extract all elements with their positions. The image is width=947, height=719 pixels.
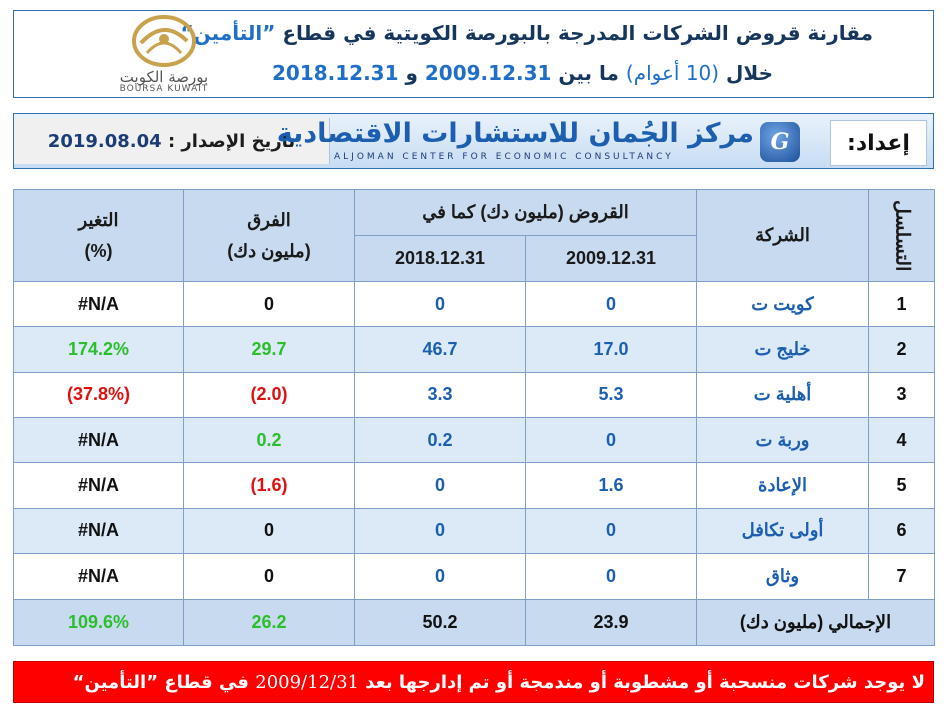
value-2018-cell: 46.7: [354, 326, 526, 373]
table-row: #N/A (1.6) 0 1.6 الإعادة 5: [13, 462, 935, 509]
change-header: التغير (%): [13, 189, 184, 282]
value-2009-cell: 1.6: [525, 462, 697, 509]
diff-cell: 29.7: [183, 326, 355, 373]
table-row: #N/A 0 0 0 كويت ت 1: [13, 280, 935, 328]
serial-cell: 1: [868, 280, 935, 328]
company-cell: وثاق: [696, 553, 869, 600]
serial-cell: 2: [868, 326, 935, 373]
report-period: خلال (10 أعوام) ما بين 2009.12.31 و 2018…: [272, 61, 773, 85]
aljoman-logo-icon: G: [760, 122, 800, 162]
notice-text-before: لا يوجد شركات منسحبة أو مشطوبة أو مندمجة…: [365, 671, 925, 693]
aljoman-brand: مركز الجُمان للاستشارات الاقتصادية ALJOM…: [277, 118, 754, 164]
company-cell: أولى تكافل: [696, 507, 869, 555]
value-2018-cell: 3.3: [354, 371, 526, 419]
center-name-arabic: مركز الجُمان للاستشارات الاقتصادية: [276, 118, 754, 149]
value-2018-cell: 0: [354, 280, 526, 328]
table-row: #N/A 0 0 0 وثاق 7: [13, 553, 935, 600]
change-header-unit: (%): [84, 240, 113, 261]
table-row: (37.8%) (2.0) 3.3 5.3 أهلية ت 3: [13, 371, 935, 419]
diff-header-label: الفرق: [247, 209, 291, 230]
total-2018-cell: 50.2: [354, 598, 526, 647]
title-sector: ”التأمين“: [180, 21, 276, 45]
change-cell: #N/A: [13, 417, 184, 464]
value-2009-cell: 17.0: [525, 326, 697, 373]
report-header: مقارنة قروض الشركات المدرجة بالبورصة الك…: [13, 10, 934, 98]
company-cell: وربة ت: [696, 417, 869, 464]
serial-header: التسلسل: [868, 189, 935, 282]
date-2009-header: 2009.12.31: [525, 235, 697, 282]
change-cell: #N/A: [13, 280, 184, 328]
value-2009-cell: 5.3: [525, 371, 697, 419]
boursa-emblem-icon: [132, 15, 196, 67]
total-change-cell: 109.6%: [13, 598, 184, 647]
table-row: #N/A 0.2 0.2 0 وربة ت 4: [13, 417, 935, 464]
total-row: 109.6% 26.2 50.2 23.9 الإجمالي (مليون دك…: [13, 598, 935, 647]
loans-table: التغير (%) الفرق (مليون دك) القروض (مليو…: [13, 189, 935, 647]
value-2009-cell: 0: [525, 417, 697, 464]
company-cell: خليج ت: [696, 326, 869, 373]
diff-cell: (2.0): [183, 371, 355, 419]
company-cell: الإعادة: [696, 462, 869, 509]
date-end: 2018.12.31: [271, 61, 399, 85]
period-prefix: خلال: [726, 61, 773, 85]
issue-label: تاريخ الإصدار :: [167, 130, 296, 152]
table-row: #N/A 0 0 0 أولى تكافل 6: [13, 507, 935, 555]
diff-cell: 0: [183, 553, 355, 600]
change-cell: 174.2%: [13, 326, 184, 373]
value-2018-cell: 0: [354, 553, 526, 600]
change-header-label: التغير: [78, 209, 119, 230]
value-2009-cell: 0: [525, 553, 697, 600]
company-cell: كويت ت: [696, 280, 869, 328]
diff-cell: 0: [183, 280, 355, 328]
value-2018-cell: 0.2: [354, 417, 526, 464]
issue-date: 2019.08.04: [47, 130, 162, 152]
serial-cell: 4: [868, 417, 935, 464]
company-cell: أهلية ت: [696, 371, 869, 419]
total-label: الإجمالي (مليون دك): [696, 598, 935, 647]
company-header: الشركة: [696, 189, 869, 282]
boursa-kuwait-logo: بورصة الكويت BOURSA KUWAIT: [89, 13, 239, 95]
diff-header-unit: (مليون دك): [227, 240, 311, 261]
notice-banner: لا يوجد شركات منسحبة أو مشطوبة أو مندمجة…: [13, 661, 934, 703]
notice-year: 2009/12/31: [255, 671, 359, 693]
center-name-english: ALJOMAN CENTER FOR ECONOMIC CONSULTANCY: [334, 152, 674, 162]
change-cell: #N/A: [13, 507, 184, 555]
value-2009-cell: 0: [525, 507, 697, 555]
change-cell: (37.8%): [13, 371, 184, 419]
serial-cell: 7: [868, 553, 935, 600]
prepared-by-label: إعداد:: [830, 120, 927, 166]
value-2018-cell: 0: [354, 462, 526, 509]
report-title: مقارنة قروض الشركات المدرجة بالبورصة الك…: [181, 21, 873, 45]
issue-date-box: تاريخ الإصدار : 2019.08.04: [14, 118, 330, 164]
serial-cell: 3: [868, 371, 935, 419]
diff-header: الفرق (مليون دك): [183, 189, 355, 282]
period-between: ما بين: [558, 61, 619, 85]
total-2009-cell: 23.9: [525, 598, 697, 647]
logo-english: BOURSA KUWAIT: [119, 84, 209, 94]
notice-text-after: في قطاع ”التأمين“: [72, 671, 249, 693]
table-row: 174.2% 29.7 46.7 17.0 خليج ت 2: [13, 326, 935, 373]
diff-cell: (1.6): [183, 462, 355, 509]
date-2018-header: 2018.12.31: [354, 235, 526, 282]
value-2009-cell: 0: [525, 280, 697, 328]
diff-cell: 0: [183, 507, 355, 555]
logo-arabic: بورصة الكويت: [119, 68, 209, 86]
total-diff-cell: 26.2: [183, 598, 355, 647]
change-cell: #N/A: [13, 462, 184, 509]
publisher-band: تاريخ الإصدار : 2019.08.04 مركز الجُمان …: [13, 113, 934, 169]
title-main: مقارنة قروض الشركات المدرجة بالبورصة الك…: [282, 21, 873, 45]
value-2018-cell: 0: [354, 507, 526, 555]
loans-group-header: القروض (مليون دك) كما في: [354, 189, 697, 236]
date-start: 2009.12.31: [424, 61, 552, 85]
period-and: و: [405, 61, 418, 85]
period-years: (10 أعوام): [625, 61, 720, 85]
diff-cell: 0.2: [183, 417, 355, 464]
serial-cell: 6: [868, 507, 935, 555]
change-cell: #N/A: [13, 553, 184, 600]
serial-cell: 5: [868, 462, 935, 509]
